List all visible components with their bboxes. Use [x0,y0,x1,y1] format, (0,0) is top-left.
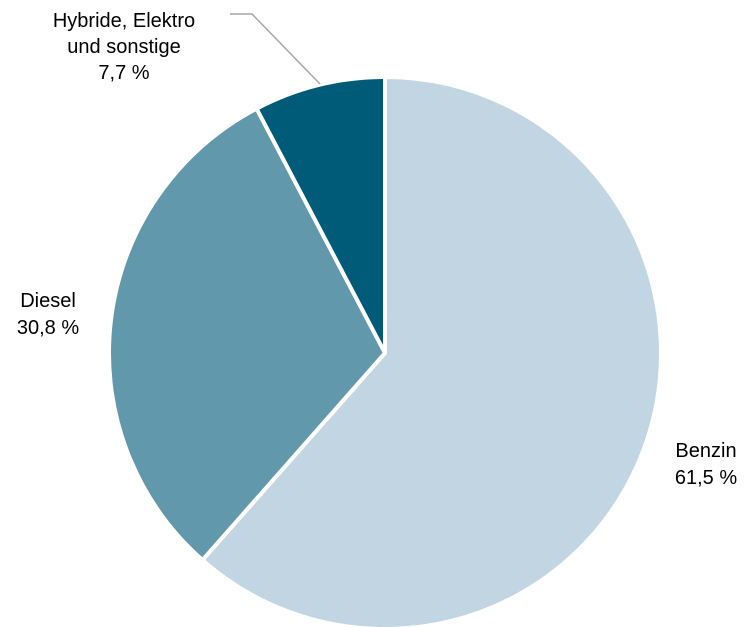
slice-label-benzin: Benzin 61,5 % [675,440,737,489]
slice-label-hybrid-line2: und sonstige [67,36,180,58]
slice-value-diesel: 30,8 % [17,317,79,339]
slice-label-benzin-name: Benzin [675,440,736,462]
slice-label-diesel-name: Diesel [20,290,76,312]
slice-label-hybrid-line1: Hybride, Elektro [53,10,195,32]
pie-slices [109,77,661,627]
slice-label-hybrid: Hybride, Elektro und sonstige 7,7 % [53,10,195,84]
leader-line-hybrid [230,14,320,84]
slice-value-benzin: 61,5 % [675,467,737,489]
slice-value-hybrid: 7,7 % [98,62,149,84]
slice-label-diesel: Diesel 30,8 % [17,290,79,339]
